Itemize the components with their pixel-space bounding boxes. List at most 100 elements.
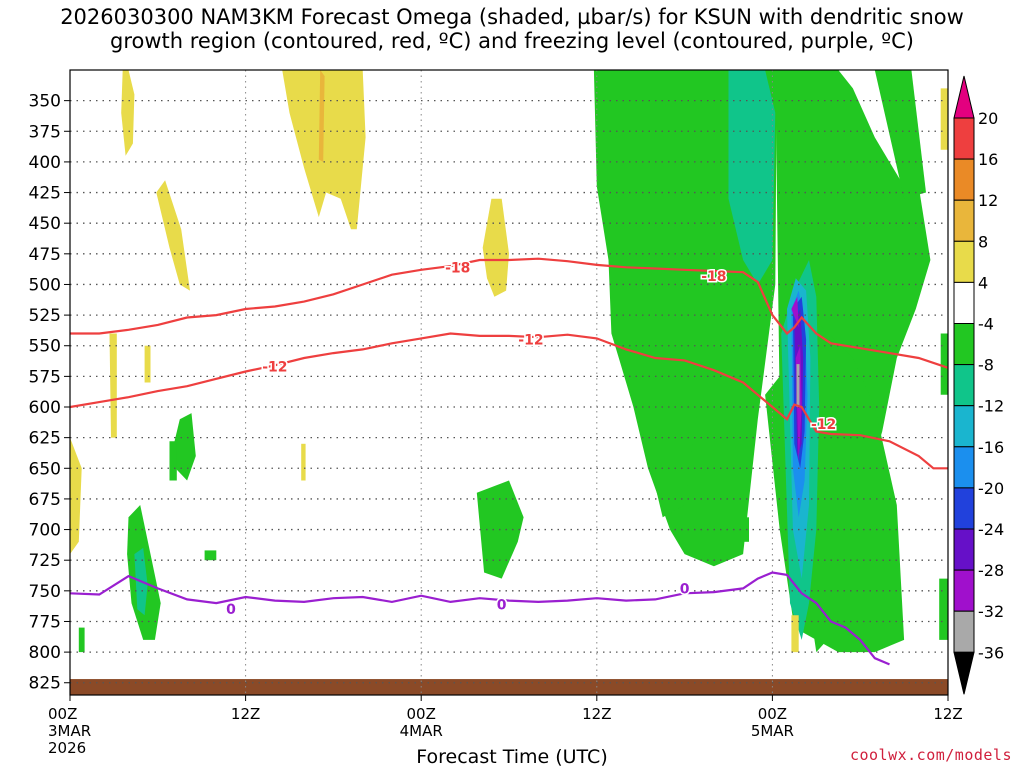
x-tick-label: 12Z: [231, 705, 260, 723]
omega-region: [796, 364, 800, 407]
omega-region: [70, 437, 82, 555]
y-axis: 350 375 400 425 450 475 500 525 550 575 600 625 650 6…: [29, 92, 70, 694]
omega-region: [78, 627, 85, 653]
y-tick-label: 775: [29, 612, 61, 632]
y-tick-label: 650: [29, 459, 61, 479]
y-tick-label: 500: [29, 275, 61, 295]
omega-region: [121, 70, 135, 156]
colorbar-bin: [953, 117, 975, 160]
terrain-fill: [70, 679, 948, 695]
chart-title-line-1: 2026030300 NAM3KM Forecast Omega (shaded…: [60, 5, 964, 29]
omega-region: [282, 70, 366, 230]
x-tick-date: 5MAR: [751, 722, 794, 740]
contour-line: [70, 571, 890, 666]
y-tick-label: 400: [29, 153, 61, 173]
contours: -18 -18 -12 -12 -12 0 0 0: [70, 257, 948, 666]
contour-line: [70, 332, 948, 470]
colorbar-label: -12: [978, 397, 1004, 416]
colorbar-label: -24: [978, 520, 1004, 539]
colorbar-bin: [953, 240, 975, 283]
omega-region: [791, 296, 799, 328]
y-tick-label: 525: [29, 306, 61, 326]
contour-label: -12: [518, 333, 543, 349]
colorbar-bin: [953, 569, 975, 612]
colorbar-bin: [953, 610, 975, 653]
y-tick-label: 375: [29, 122, 61, 142]
contour-label: 0: [680, 581, 690, 597]
omega-region: [940, 88, 948, 150]
colorbar-label: -36: [978, 643, 1004, 662]
omega-region: [640, 358, 700, 518]
omega-region: [109, 333, 117, 438]
omega-region: [791, 615, 799, 653]
colorbar-label: -4: [978, 315, 994, 334]
x-tick-label: 00Z: [758, 705, 787, 723]
colorbar-arrow-top: [953, 75, 975, 119]
y-tick-label: 425: [29, 184, 61, 204]
colorbar-bin: [953, 487, 975, 530]
colorbar-bin: [953, 405, 975, 448]
omega-region: [482, 198, 509, 297]
colorbar: 20 16 12 8 4 -4 -8 -12 -16 -20 -24 -28 -32 -36: [953, 75, 1004, 695]
y-tick-label: 725: [29, 551, 61, 571]
y-tick-label: 750: [29, 582, 61, 602]
colorbar-label: 20: [978, 109, 998, 128]
y-tick-label: 625: [29, 429, 61, 449]
colorbar-bin: [953, 528, 975, 571]
y-tick-label: 700: [29, 521, 61, 541]
y-tick-label: 675: [29, 490, 61, 510]
x-axis-title: Forecast Time (UTC): [416, 746, 608, 768]
colorbar-label: -16: [978, 438, 1004, 457]
y-tick-label: 800: [29, 643, 61, 663]
y-tick-label: 450: [29, 214, 61, 234]
x-tick-date: 3MAR: [48, 722, 91, 740]
colorbar-bin: [953, 281, 975, 324]
colorbar-label: -8: [978, 356, 994, 375]
omega-region: [939, 578, 948, 640]
colorbar-bin: [953, 323, 975, 366]
omega-region: [171, 413, 196, 481]
colorbar-label: 8: [978, 232, 988, 251]
omega-region: [144, 345, 151, 383]
omega-region: [740, 517, 749, 542]
contour-label: -12: [262, 360, 287, 376]
omega-region: [940, 333, 948, 395]
contour-label: -12: [811, 417, 836, 433]
x-tick-label: 12Z: [582, 705, 611, 723]
x-tick-label: 00Z: [48, 705, 77, 723]
omega-region: [156, 180, 190, 291]
x-tick-date: 4MAR: [400, 722, 443, 740]
colorbar-arrow-bottom: [953, 651, 975, 695]
colorbar-bin: [953, 158, 975, 201]
omega-region: [204, 550, 217, 561]
y-tick-label: 575: [29, 367, 61, 387]
colorbar-label: 12: [978, 191, 998, 210]
y-tick-label: 600: [29, 398, 61, 418]
x-tick-label: 00Z: [407, 705, 436, 723]
contour-label: -18: [701, 269, 726, 285]
plot-frame: [69, 69, 949, 696]
colorbar-label: -28: [978, 561, 1004, 580]
y-tick-label: 825: [29, 674, 61, 694]
omega-shading: [70, 70, 948, 653]
y-tick-label: 475: [29, 245, 61, 265]
omega-region: [874, 70, 926, 199]
colorbar-label: 4: [978, 273, 988, 292]
contour-label: 0: [497, 597, 507, 613]
x-tick-label: 12Z: [933, 705, 962, 723]
contour-line: [70, 257, 948, 369]
omega-region: [169, 441, 177, 481]
omega-region: [728, 70, 776, 285]
y-tick-label: 350: [29, 92, 61, 112]
x-tick-year: 2026: [48, 739, 86, 757]
contour-label: -18: [445, 260, 470, 276]
colorbar-label: 16: [978, 150, 998, 169]
colorbar-bin: [953, 199, 975, 242]
colorbar-label: -20: [978, 479, 1004, 498]
colorbar-label: -32: [978, 602, 1004, 621]
contour-label: 0: [226, 602, 236, 618]
y-tick-label: 550: [29, 337, 61, 357]
credit: coolwx.com/models: [849, 746, 1012, 764]
